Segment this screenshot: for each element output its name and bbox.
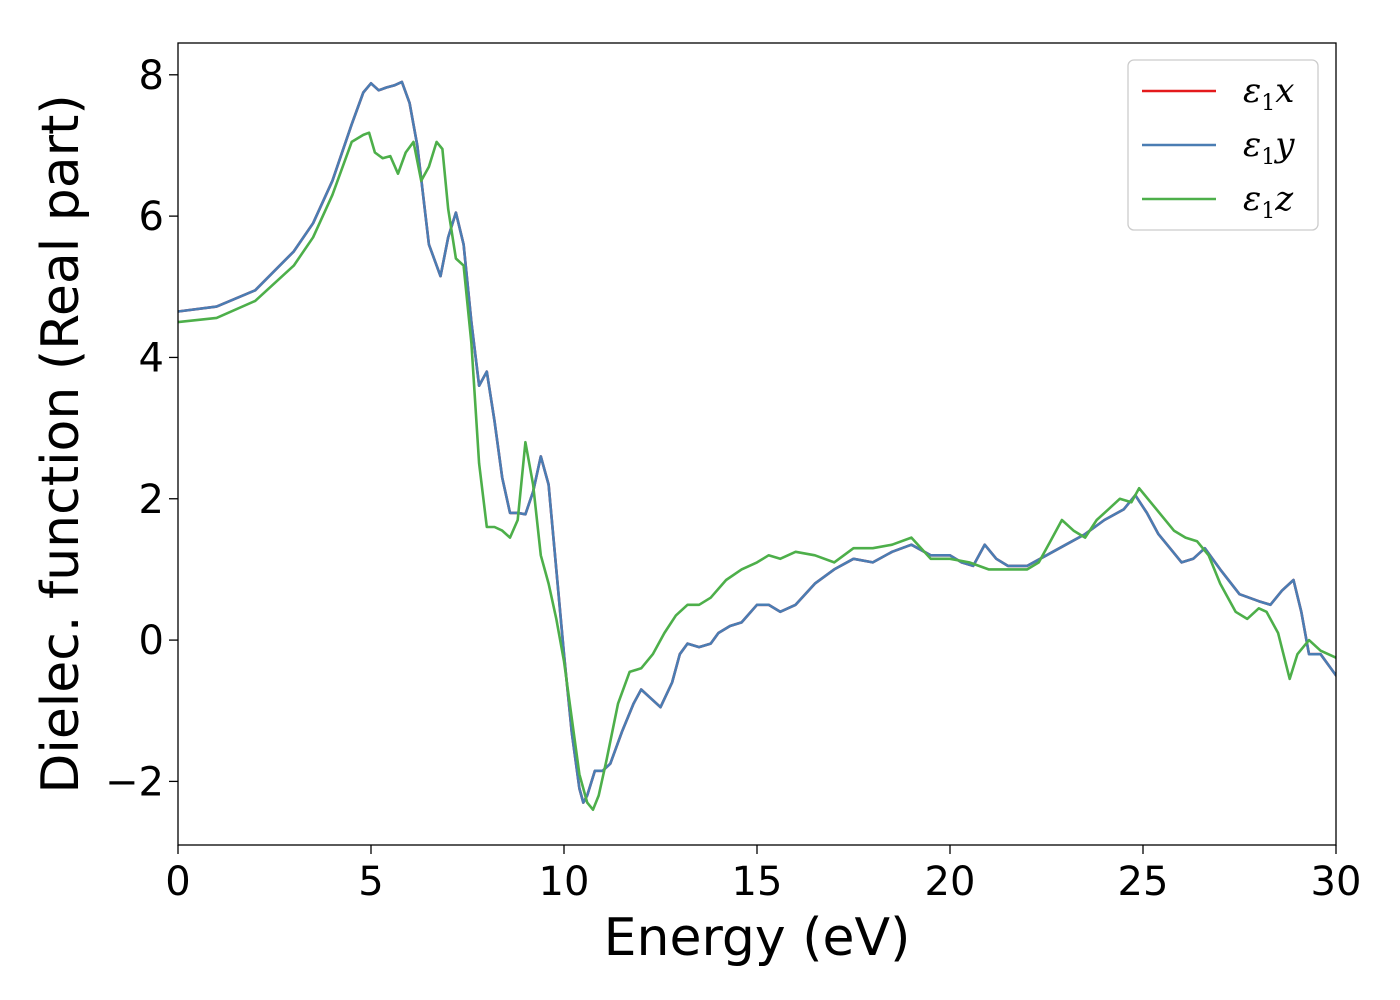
y-axis: −2 0 2 4 6 8 [105, 53, 178, 805]
legend-symbol: ε [1243, 179, 1261, 219]
x-axis-label: Energy (eV) [604, 908, 911, 968]
legend-label-y: ε1y [1243, 125, 1295, 170]
legend-label-x: ε1x [1243, 71, 1294, 116]
y-tick-label: 6 [139, 194, 164, 240]
legend-symbol: ε [1243, 71, 1261, 111]
series-line-y [178, 80, 1336, 804]
y-tick-label: 2 [139, 477, 164, 523]
legend-variable: x [1275, 71, 1294, 111]
x-tick-label: 30 [1311, 859, 1362, 905]
legend-variable: y [1273, 125, 1295, 165]
x-tick-label: 10 [539, 859, 590, 905]
y-axis-label: Dielec. function (Real part) [31, 94, 91, 793]
x-tick-label: 0 [165, 859, 190, 905]
legend-subscript: 1 [1261, 145, 1275, 170]
x-tick-label: 5 [358, 859, 383, 905]
x-axis: 0 5 10 15 20 25 30 [165, 845, 1361, 905]
legend-symbol: ε [1243, 125, 1261, 165]
y-tick-label: 4 [139, 335, 164, 381]
series-layer [178, 80, 1336, 811]
legend-variable: z [1274, 179, 1294, 219]
legend-box [1127, 59, 1319, 231]
legend-subscript: 1 [1261, 91, 1275, 116]
y-tick-label: 8 [139, 53, 164, 99]
x-tick-label: 20 [925, 859, 976, 905]
y-tick-label: 0 [139, 618, 164, 664]
legend-subscript: 1 [1261, 199, 1275, 224]
x-tick-label: 15 [732, 859, 783, 905]
series-line-z [178, 131, 1336, 811]
x-tick-label: 25 [1118, 859, 1169, 905]
y-tick-label: −2 [105, 759, 164, 805]
legend-label-z: ε1z [1243, 179, 1294, 224]
